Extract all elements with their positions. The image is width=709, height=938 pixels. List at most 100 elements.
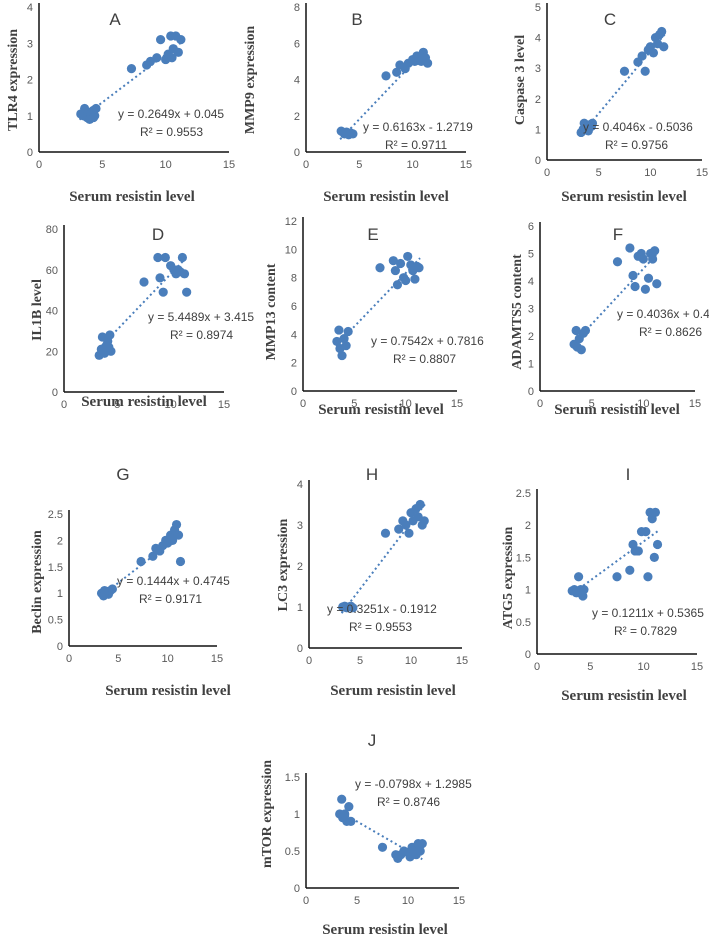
data-point: [375, 263, 385, 273]
data-point: [587, 118, 598, 128]
data-point: [423, 58, 433, 68]
data-point: [348, 603, 358, 613]
data-point: [580, 325, 591, 336]
x-tick-label: 10: [638, 661, 650, 673]
y-tick-label: 4: [297, 479, 303, 491]
x-tick-label: 0: [544, 167, 550, 179]
y-tick-label: 0: [52, 387, 58, 399]
x-tick-label: 5: [357, 655, 363, 667]
y-tick-label: 4: [294, 75, 300, 87]
scatter-panel-j: 0 5 10 15 0 0.5 1 1.5 Serum resistin level mTOR e…: [260, 731, 472, 938]
trendline: [339, 49, 427, 140]
y-tick-label: 6: [294, 38, 300, 50]
data-point: [332, 336, 342, 347]
data-point: [107, 584, 118, 594]
y-tick-label: 0.5: [285, 846, 300, 858]
scatter-panel-f: 0 5 10 15 0 1 2 3 4 5 6 Serum resistin level ADAMTS5…: [510, 221, 709, 418]
panel-label: E: [367, 225, 378, 244]
scatter-panel-b: 0 5 10 15 0 2 4 6 8 Serum resistin level MMP9 expr…: [243, 2, 473, 205]
x-tick-label: 0: [537, 398, 543, 410]
regression-equation: y = 0.4046x - 0.5036: [583, 120, 693, 134]
x-tick-label: 5: [354, 895, 360, 907]
y-axis-label: ATG5 expression: [501, 527, 516, 630]
x-tick-label: 5: [596, 167, 602, 179]
y-tick-label: 2: [57, 535, 63, 547]
r-squared: R² = 0.8974: [170, 328, 233, 342]
y-axis-label: IL1B level: [30, 279, 45, 341]
data-point: [643, 572, 653, 582]
y-tick-label: 8: [291, 273, 297, 285]
data-point: [168, 535, 178, 546]
regression-equation: y = 0.3251x - 0.1912: [327, 602, 437, 616]
y-tick-label: 0.5: [516, 617, 531, 629]
y-tick-label: 3: [528, 304, 534, 316]
data-point: [574, 572, 584, 582]
y-axis-label: Beclin expression: [30, 530, 45, 634]
x-tick-label: 5: [115, 653, 121, 665]
panel-label: A: [109, 10, 121, 29]
regression-equation: y = -0.0798x + 1.2985: [355, 777, 472, 791]
x-tick-label: 0: [303, 159, 309, 171]
x-axis-label: Serum resistin level: [561, 688, 687, 704]
data-point: [394, 524, 404, 534]
data-point: [415, 499, 425, 510]
data-point: [652, 279, 662, 289]
x-axis-label: Serum resistin level: [554, 402, 680, 418]
data-point: [155, 273, 165, 283]
x-tick-label: 10: [405, 655, 417, 667]
panel-label: F: [613, 225, 623, 244]
data-point: [619, 66, 630, 76]
data-point: [91, 103, 101, 114]
data-point: [401, 275, 411, 286]
y-tick-label: 2.5: [516, 488, 531, 500]
x-tick-label: 5: [114, 399, 120, 411]
data-point: [126, 64, 137, 74]
data-point: [337, 350, 347, 361]
data-point: [179, 269, 190, 279]
data-point: [579, 585, 589, 595]
y-tick-label: 0: [525, 649, 531, 661]
y-tick-label: 1: [57, 588, 63, 600]
data-point: [652, 539, 663, 550]
data-point: [148, 551, 158, 561]
panel-label: G: [116, 465, 129, 484]
r-squared: R² = 0.8807: [393, 352, 456, 366]
data-point: [340, 809, 350, 819]
scatter-panel-d: 0 5 10 15 0 20 40 60 80 Serum resistin level IL1B …: [30, 224, 254, 411]
data-point: [650, 507, 661, 517]
regression-equation: y = 0.7542x + 0.7816: [371, 334, 484, 348]
data-point: [104, 342, 114, 352]
data-point: [173, 47, 183, 57]
x-axis-label: Serum resistin level: [323, 189, 449, 205]
data-point: [637, 51, 647, 61]
y-tick-label: 2: [297, 561, 303, 573]
data-point: [343, 326, 353, 337]
x-tick-label: 0: [534, 661, 540, 673]
data-point: [612, 257, 623, 267]
data-point: [153, 252, 163, 263]
data-point: [156, 35, 166, 45]
y-tick-label: 0: [294, 883, 300, 895]
data-point: [650, 246, 660, 256]
x-tick-label: 15: [211, 653, 223, 665]
panel-label: H: [366, 465, 378, 484]
y-tick-label: 0: [297, 643, 303, 655]
data-point: [633, 546, 643, 556]
data-point: [641, 527, 651, 537]
y-axis-label: mTOR expression: [260, 760, 275, 868]
data-point: [657, 26, 667, 37]
data-point: [395, 258, 406, 269]
y-tick-label: 2.5: [48, 509, 63, 521]
data-point: [88, 112, 99, 123]
data-point: [160, 252, 170, 263]
data-point: [136, 556, 146, 567]
r-squared: R² = 0.9711: [385, 138, 447, 152]
data-point: [105, 330, 115, 340]
data-point: [612, 572, 622, 582]
data-point: [648, 48, 659, 58]
y-tick-label: 1: [535, 124, 541, 136]
panel-label: I: [626, 465, 631, 484]
data-point: [628, 270, 638, 281]
data-point: [182, 287, 192, 297]
data-point: [640, 66, 650, 76]
